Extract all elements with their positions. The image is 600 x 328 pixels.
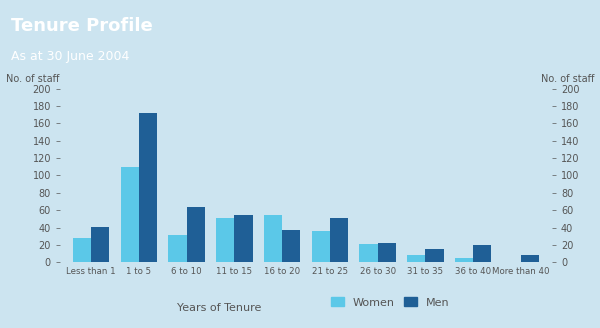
Bar bbox=[521, 256, 539, 262]
Bar bbox=[377, 243, 396, 262]
Bar bbox=[425, 249, 443, 262]
Bar bbox=[330, 218, 348, 262]
Bar bbox=[235, 215, 253, 262]
Text: No. of staff: No. of staff bbox=[541, 74, 594, 84]
Bar bbox=[455, 258, 473, 262]
Text: As at 30 June 2004: As at 30 June 2004 bbox=[11, 51, 129, 63]
Bar bbox=[216, 218, 235, 262]
Text: Tenure Profile: Tenure Profile bbox=[11, 17, 152, 35]
Text: No. of staff: No. of staff bbox=[6, 74, 59, 84]
Bar bbox=[264, 215, 282, 262]
Bar bbox=[73, 238, 91, 262]
Bar bbox=[139, 113, 157, 262]
Bar bbox=[187, 207, 205, 262]
Legend: Women, Men: Women, Men bbox=[326, 293, 454, 312]
Bar bbox=[91, 227, 109, 262]
Bar bbox=[473, 245, 491, 262]
Bar bbox=[407, 255, 425, 262]
Bar bbox=[312, 231, 330, 262]
Text: Years of Tenure: Years of Tenure bbox=[177, 303, 261, 313]
Bar bbox=[169, 236, 187, 262]
Bar bbox=[282, 230, 300, 262]
Bar bbox=[121, 167, 139, 262]
Bar bbox=[359, 244, 377, 262]
